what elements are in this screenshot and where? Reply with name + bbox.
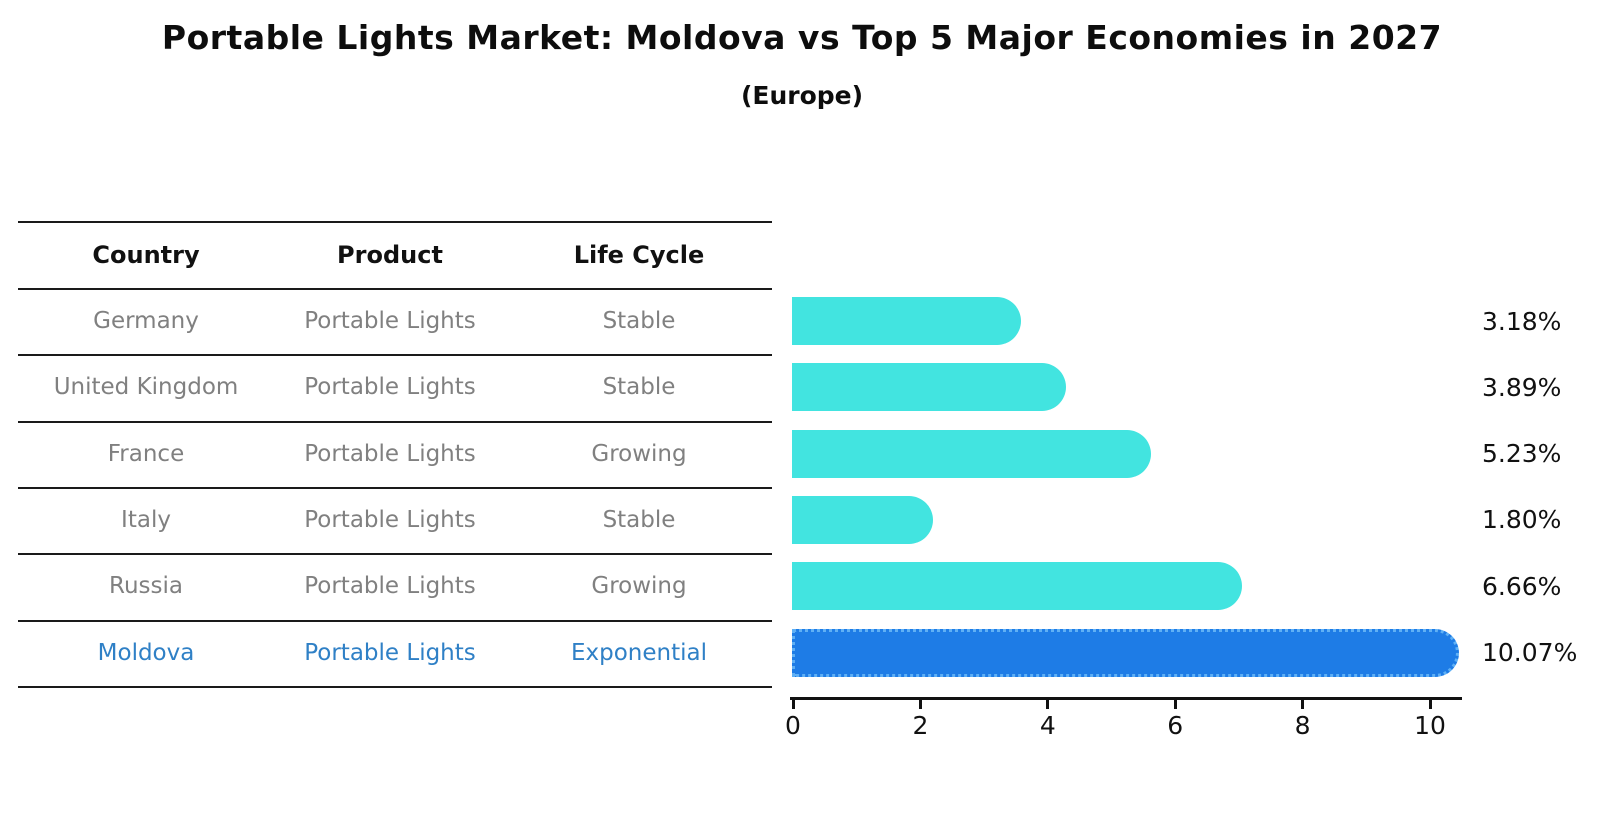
market-share-bar [792, 562, 1243, 611]
table-row: Moldova Portable Lights Exponential [18, 620, 772, 686]
life-cycle-cell: Growing [591, 440, 687, 467]
x-axis-tick-label: 10 [1414, 711, 1446, 740]
bar-value-label: 3.18% [1482, 306, 1562, 336]
table-row: Germany Portable Lights Stable [18, 288, 772, 354]
column-header-country: Country [92, 241, 200, 269]
column-header-life-cycle: Life Cycle [573, 241, 705, 269]
life-cycle-cell: Stable [602, 506, 676, 533]
country-cell: Italy [121, 506, 171, 533]
table-divider [18, 221, 772, 223]
table-divider [18, 686, 772, 688]
market-share-bar [792, 495, 933, 544]
x-axis-tick-label: 2 [912, 711, 929, 740]
x-axis-tick-label: 8 [1294, 711, 1311, 740]
x-axis-tick-label: 0 [785, 711, 801, 740]
table-divider [18, 553, 772, 555]
country-cell: Russia [109, 573, 183, 600]
x-axis-tick-label: 6 [1167, 711, 1184, 740]
x-axis-tick [918, 700, 922, 709]
chart-title: Portable Lights Market: Moldova vs Top 5… [161, 18, 1443, 57]
market-share-bar [792, 429, 1152, 478]
x-axis-tick [1173, 700, 1177, 709]
bar-value-label: 1.80% [1482, 505, 1562, 535]
product-cell: Portable Lights [304, 308, 476, 334]
market-share-bar [792, 297, 1021, 345]
product-cell: Portable Lights [304, 639, 476, 666]
bar-value-label: 10.07% [1482, 638, 1578, 667]
product-cell: Portable Lights [304, 374, 476, 401]
market-share-bar [792, 628, 1460, 677]
bar-value-label: 5.23% [1482, 439, 1562, 469]
product-cell: Portable Lights [304, 573, 476, 600]
table-row: Italy Portable Lights Stable [18, 487, 772, 553]
country-cell: Moldova [97, 639, 195, 666]
x-axis-tick [1301, 700, 1305, 709]
country-cell: France [107, 440, 185, 467]
life-cycle-cell: Stable [602, 308, 676, 334]
product-cell: Portable Lights [304, 506, 476, 533]
x-axis-line [790, 697, 1462, 700]
life-cycle-cell: Exponential [570, 639, 707, 666]
country-cell: Germany [93, 308, 199, 334]
chart-subtitle: (Europe) [740, 81, 864, 110]
x-axis-tick [791, 700, 795, 709]
table-divider [18, 620, 772, 622]
x-axis-tick [1046, 700, 1050, 709]
table-divider [18, 487, 772, 489]
table-divider [18, 288, 772, 290]
table-row: United Kingdom Portable Lights Stable [18, 354, 772, 420]
table-row: France Portable Lights Growing [18, 421, 772, 487]
table-row: Russia Portable Lights Growing [18, 553, 772, 619]
bar-value-label: 6.66% [1482, 571, 1562, 601]
table-divider [18, 421, 772, 423]
life-cycle-cell: Growing [591, 573, 687, 600]
table-header-row: Country Product Life Cycle [18, 222, 772, 288]
x-axis-tick [1428, 700, 1432, 709]
life-cycle-cell: Stable [602, 374, 676, 401]
bar-value-label: 3.89% [1482, 372, 1562, 402]
column-header-product: Product [337, 241, 443, 269]
product-cell: Portable Lights [304, 440, 476, 467]
country-cell: United Kingdom [53, 374, 239, 401]
market-share-bar [792, 363, 1066, 412]
table-divider [18, 354, 772, 356]
x-axis-tick-label: 4 [1039, 711, 1056, 740]
